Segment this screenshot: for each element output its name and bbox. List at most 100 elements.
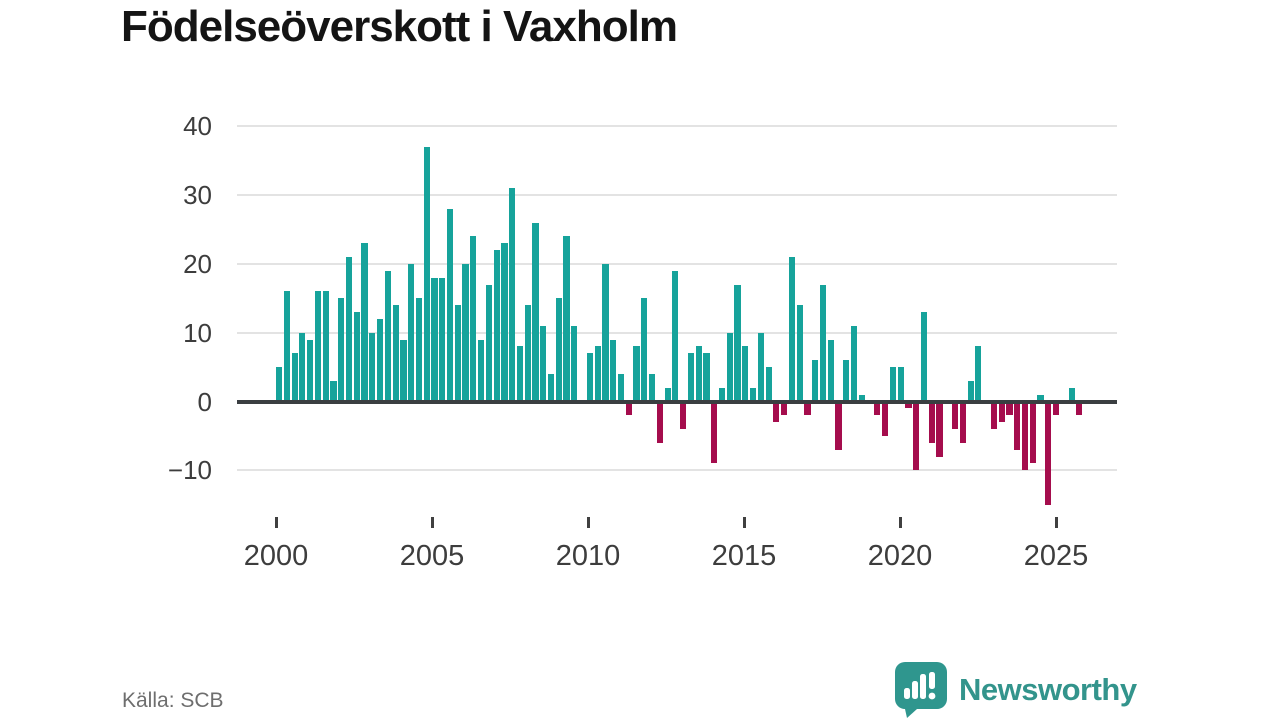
bar-2011-q1: [617, 373, 625, 402]
bar-2018-q4: [858, 394, 865, 402]
bar-2007-q4: [516, 346, 524, 402]
bar-2019-q2: [874, 401, 881, 416]
bar-2011-q3: [633, 346, 640, 402]
bar-2006-q3: [478, 339, 485, 402]
bar-2000-q1: [276, 367, 283, 402]
bar-2012-q1: [648, 373, 656, 402]
bar-2006-q1: [462, 263, 469, 402]
bar-2000-q3: [291, 353, 298, 402]
bar-2021-q4: [951, 401, 959, 430]
bar-2005-q3: [446, 208, 454, 402]
y-tick-label-40: 40: [183, 111, 212, 142]
bar-2013-q1: [680, 401, 687, 430]
bar-2014-q2: [718, 387, 726, 402]
bar-2024-q1: [1021, 401, 1029, 471]
bar-2008-q1: [524, 305, 531, 402]
bar-2003-q4: [392, 305, 399, 402]
bar-2024-q3: [1037, 394, 1044, 402]
x-tick-2000: [274, 517, 278, 528]
bar-2012-q4: [672, 270, 679, 402]
x-tick-label-2010: 2010: [555, 540, 621, 572]
bar-2003-q3: [384, 270, 391, 402]
bar-2010-q4: [610, 339, 617, 402]
x-tick-label-2015: 2015: [711, 540, 777, 572]
bar-2004-q3: [415, 298, 423, 402]
bar-2016-q2: [781, 401, 788, 416]
gridline-40: [237, 125, 1117, 128]
bar-2001-q4: [330, 380, 337, 402]
bar-2002-q4: [361, 243, 368, 402]
bar-2010-q2: [594, 346, 601, 402]
bar-2002-q1: [338, 298, 345, 402]
bar-2025-q4: [1076, 401, 1083, 416]
bar-2001-q1: [307, 339, 314, 402]
bar-2009-q3: [571, 325, 578, 402]
bar-2016-q3: [788, 257, 795, 402]
bar-2014-q4: [734, 284, 741, 402]
bar-2007-q1: [493, 250, 500, 402]
bar-2015-q1: [742, 346, 749, 402]
bar-2007-q2: [501, 243, 508, 402]
bar-2000-q4: [299, 332, 306, 402]
y-tick-label-10: 10: [183, 317, 212, 348]
bar-2018-q3: [850, 325, 858, 402]
bar-2006-q4: [485, 284, 492, 402]
bar-2015-q3: [757, 332, 764, 402]
bar-2011-q4: [641, 298, 648, 402]
bar-2003-q1: [369, 332, 376, 402]
bar-2020-q2: [905, 401, 912, 409]
bar-2014-q3: [726, 332, 733, 402]
bar-2008-q2: [532, 222, 539, 402]
bar-2013-q4: [703, 353, 710, 402]
bar-2011-q2: [625, 401, 632, 416]
y-tick-label--10: −10: [167, 455, 212, 486]
bar-2019-q4: [889, 367, 897, 402]
bar-2020-q4: [920, 312, 928, 402]
bar-2000-q2: [283, 291, 290, 402]
bar-2009-q2: [563, 236, 570, 402]
newsworthy-logo: Newsworthy: [895, 662, 1137, 718]
x-tick-2015: [742, 517, 746, 528]
bar-2005-q4: [454, 305, 461, 402]
gridline-30: [237, 194, 1117, 197]
bar-2008-q3: [540, 325, 547, 402]
bar-2002-q3: [353, 312, 360, 402]
x-tick-2020: [898, 517, 902, 528]
bar-2023-q1: [990, 401, 998, 430]
bar-2020-q3: [913, 401, 920, 471]
newsworthy-logo-icon: [895, 662, 947, 718]
x-tick-label-2005: 2005: [399, 540, 465, 572]
newsworthy-wordmark: Newsworthy: [959, 672, 1137, 707]
x-tick-2010: [586, 517, 590, 528]
bar-2022-q2: [967, 380, 974, 402]
bar-2019-q3: [882, 401, 889, 436]
bar-2008-q4: [547, 373, 555, 402]
y-tick-label-30: 30: [183, 180, 212, 211]
bar-2006-q2: [470, 236, 477, 402]
bar-2005-q1: [431, 277, 438, 402]
bar-2004-q2: [408, 263, 415, 402]
zero-axis-line: [237, 399, 1117, 404]
x-tick-label-2025: 2025: [1023, 540, 1089, 572]
bar-2022-q1: [959, 401, 966, 443]
bar-2018-q1: [835, 401, 842, 450]
bar-2021-q1: [928, 401, 935, 443]
bar-2010-q3: [602, 263, 609, 402]
x-tick-label-2020: 2020: [867, 540, 933, 572]
bar-2017-q3: [819, 284, 827, 402]
bar-2018-q2: [843, 360, 850, 402]
bar-2009-q1: [555, 298, 562, 402]
bar-2016-q1: [773, 401, 780, 423]
bar-2025-q1: [1053, 401, 1060, 416]
bar-2024-q2: [1029, 401, 1036, 464]
bar-2020-q1: [897, 367, 904, 402]
y-tick-label-0: 0: [197, 386, 212, 417]
gridline--10: [237, 469, 1117, 472]
bar-2012-q2: [656, 401, 663, 443]
bar-2017-q1: [804, 401, 811, 416]
x-tick-label-2000: 2000: [243, 540, 309, 572]
bar-2016-q4: [796, 305, 803, 402]
bar-2013-q2: [687, 353, 694, 402]
x-tick-2025: [1054, 517, 1058, 528]
bar-2015-q2: [749, 387, 757, 402]
